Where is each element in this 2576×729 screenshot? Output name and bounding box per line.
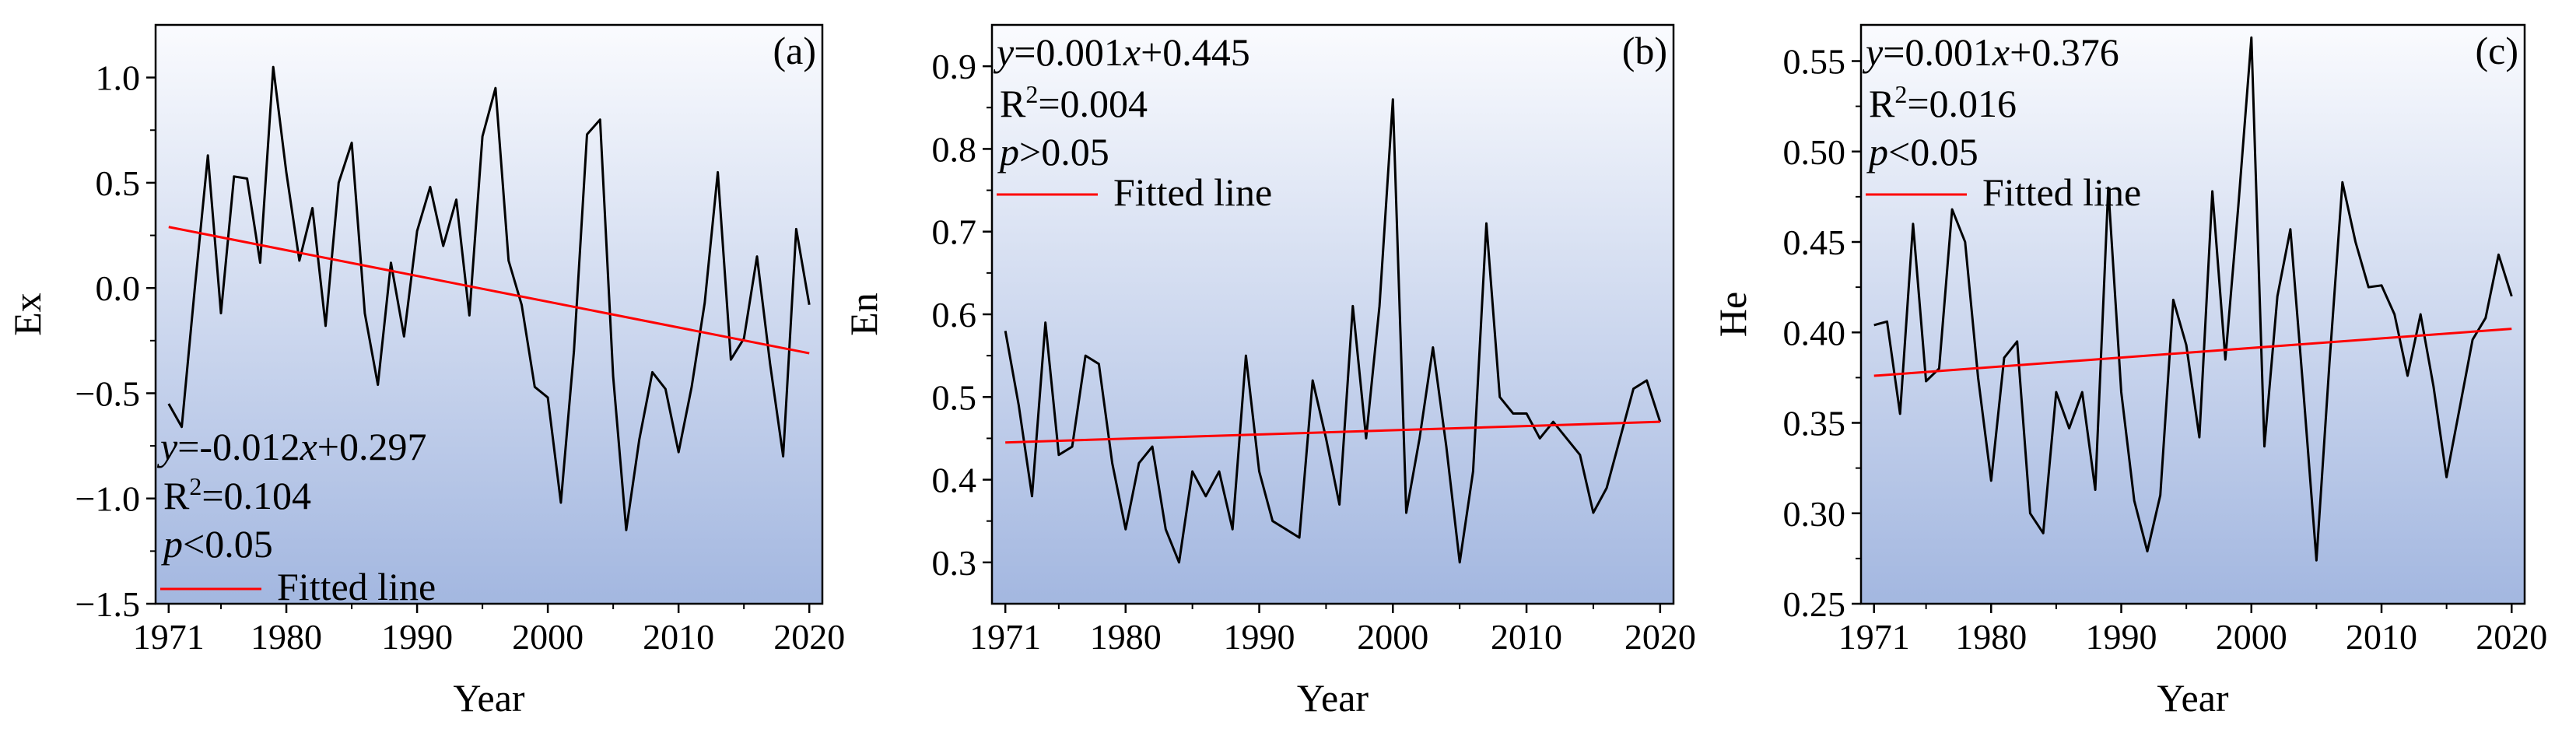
r-squared: R2=0.004 [1000, 80, 1148, 125]
x-tick-label: 2020 [1624, 617, 1696, 657]
plot-background [992, 25, 1674, 604]
x-tick-label: 1971 [133, 617, 205, 657]
x-tick-label: 1971 [1838, 617, 1910, 657]
x-axis-title: Year [1297, 676, 1369, 720]
y-tick-label: 0.50 [1783, 132, 1846, 172]
y-tick-label: 0.45 [1783, 223, 1846, 262]
p-value: p>0.05 [997, 130, 1109, 173]
x-tick-label: 1990 [381, 617, 453, 657]
y-tick-label: 0.0 [96, 268, 141, 308]
fitted-line [168, 226, 810, 355]
x-axis-title: Year [453, 676, 524, 720]
y-tick-label: −1.5 [75, 584, 140, 624]
y-tick-label: 1.0 [96, 58, 141, 98]
y-tick-label: 0.30 [1783, 494, 1846, 534]
x-tick-label: 2010 [2346, 617, 2417, 657]
plot-frame [154, 23, 824, 605]
legend-label: Fitted line [277, 565, 436, 608]
x-tick-label: 1990 [2086, 617, 2157, 657]
y-tick-label: 0.5 [932, 377, 977, 417]
chart-panel-3: 1971 1980 1990 2000 2010 2020 0.55 0.50 0.45 0.40… [1711, 23, 2547, 720]
panels: 1971 1980 1990 2000 2010 2020 1.0 0.5 0.0 −0.5 −1.… [5, 23, 2547, 720]
x-tick-label: 2000 [1357, 617, 1428, 657]
x-axis-title: Year [2157, 676, 2228, 720]
panel-label: (c) [2476, 29, 2519, 72]
y-tick-label: 0.3 [932, 543, 977, 583]
r-squared: R2=0.016 [1869, 80, 2017, 125]
x-tick-label: 2010 [1491, 617, 1562, 657]
r-squared: R2=0.104 [163, 472, 311, 517]
chart-panel-1: 1971 1980 1990 2000 2010 2020 1.0 0.5 0.0 −0.5 −1.… [5, 23, 845, 720]
y-axis-title: Ex [5, 293, 49, 336]
x-tick-label: 2020 [773, 617, 845, 657]
y-axis-title: En [842, 293, 885, 336]
fitted-line [1873, 328, 2512, 377]
y-tick-label: 0.55 [1783, 42, 1846, 82]
fitted-line [1005, 420, 1660, 444]
y-tick-label: 0.6 [932, 295, 977, 335]
regression-equation: y=-0.012x+0.297 [156, 425, 426, 468]
y-tick-label: 0.4 [932, 461, 977, 500]
legend-label: Fitted line [1113, 170, 1272, 214]
x-tick-label: 1980 [1955, 617, 2027, 657]
y-tick-label: 0.5 [96, 163, 141, 203]
x-tick-label: 2010 [643, 617, 714, 657]
y-tick-label: 0.7 [932, 212, 977, 252]
panel-label: (b) [1622, 29, 1667, 72]
plot-background [156, 25, 822, 604]
y-axis-title: He [1711, 292, 1754, 337]
data-series-line [1873, 36, 2513, 562]
x-tick-label: 2000 [512, 617, 584, 657]
panel-label: (a) [773, 29, 817, 72]
x-tick-label: 2000 [2216, 617, 2287, 657]
data-series-line [167, 65, 811, 531]
x-tick-label: 1990 [1224, 617, 1295, 657]
p-value: p<0.05 [1866, 130, 1978, 173]
regression-equation: y=0.001x+0.376 [1862, 30, 2119, 74]
y-tick-label: −1.0 [75, 479, 140, 519]
y-tick-label: 0.40 [1783, 313, 1846, 352]
x-tick-label: 1971 [969, 617, 1041, 657]
y-tick-label: 0.9 [932, 47, 977, 86]
x-tick-label: 1980 [251, 617, 322, 657]
plot-frame [1859, 23, 2526, 605]
regression-equation: y=0.001x+0.445 [993, 30, 1250, 74]
y-tick-label: 0.25 [1783, 584, 1846, 624]
y-tick-label: −0.5 [75, 373, 140, 413]
chart-panel-2: 1971 1980 1990 2000 2010 2020 0.9 0.8 0.7 0.6 0.5 0… [842, 23, 1696, 720]
p-value: p<0.05 [161, 522, 273, 566]
y-tick-label: 0.35 [1783, 404, 1846, 443]
x-tick-label: 2020 [2476, 617, 2547, 657]
y-tick-label: 0.8 [932, 129, 977, 169]
x-tick-label: 1980 [1090, 617, 1162, 657]
legend-label: Fitted line [1982, 170, 2141, 214]
